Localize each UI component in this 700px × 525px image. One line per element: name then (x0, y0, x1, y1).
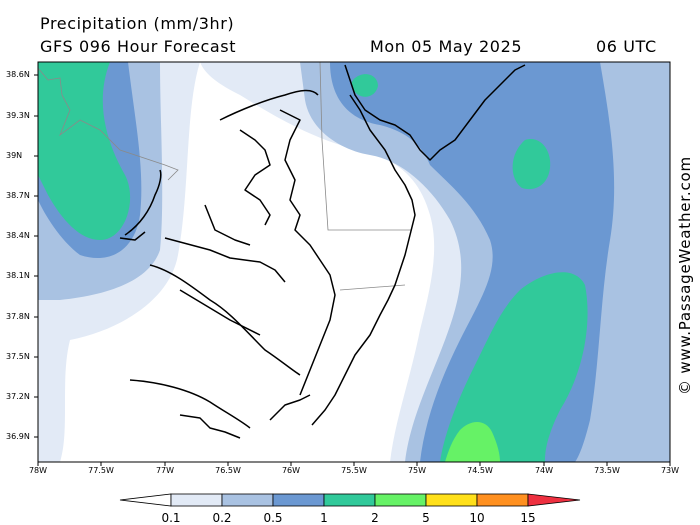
precip-contour-1 (351, 74, 378, 97)
colorbar-swatch-0.1 (170, 493, 223, 507)
colorbar (119, 493, 581, 507)
colorbar-label: 0.2 (212, 511, 232, 525)
lon-label: 73.5W (594, 466, 620, 475)
lon-label: 73W (660, 466, 680, 475)
colorbar-label: 0.1 (161, 511, 181, 525)
lat-label: 36.9N (6, 432, 30, 441)
colorbar-label: 15 (520, 511, 536, 525)
lon-label: 76W (281, 466, 301, 475)
forecast-time: 06 UTC (596, 37, 657, 56)
lat-label: 38.1N (6, 271, 30, 280)
colorbar-swatch-5 (425, 493, 478, 507)
lat-label: 37.5N (6, 352, 30, 361)
lon-ticks (37, 462, 671, 466)
map-subtitle: GFS 096 Hour Forecast (40, 37, 237, 56)
lat-label: 39N (6, 151, 23, 160)
colorbar-label: 1 (320, 511, 328, 525)
precip-contour-1 (512, 139, 551, 190)
colorbar-swatch-0.2 (221, 493, 274, 507)
lat-label: 38.4N (6, 231, 30, 240)
coastline (119, 64, 526, 439)
lon-label: 74W (534, 466, 554, 475)
colorbar-swatch-1 (323, 493, 376, 507)
map-title: Precipitation (mm/3hr) (40, 14, 235, 33)
colorbar-arrow-low (119, 493, 172, 507)
lat-label: 37.8N (6, 312, 30, 321)
lon-label: 75W (407, 466, 427, 475)
colorbar-label: 10 (469, 511, 485, 525)
precipitation-field (38, 62, 670, 462)
precip-contour-1 (38, 62, 131, 240)
lat-label: 38.7N (6, 191, 30, 200)
colorbar-swatch-2 (374, 493, 427, 507)
lat-label: 39.3N (6, 111, 30, 120)
colorbar-swatch-0.5 (272, 493, 325, 507)
lon-label: 78W (28, 466, 48, 475)
colorbar-label: 5 (422, 511, 430, 525)
lon-label: 75.5W (341, 466, 367, 475)
colorbar-swatch-10 (476, 493, 529, 507)
lat-label: 38.6N (6, 70, 30, 79)
lat-label: 37.2N (6, 392, 30, 401)
precip-contour-1 (440, 272, 588, 462)
lon-label: 76.5W (215, 466, 241, 475)
lon-label: 74.5W (467, 466, 493, 475)
precip-contour-2 (445, 422, 500, 462)
colorbar-label: 0.5 (263, 511, 283, 525)
colorbar-arrow-high (527, 493, 581, 507)
lat-ticks (34, 74, 38, 438)
lon-label: 77.5W (88, 466, 114, 475)
lon-label: 77W (155, 466, 175, 475)
colorbar-label: 2 (371, 511, 379, 525)
forecast-date: Mon 05 May 2025 (370, 37, 523, 56)
